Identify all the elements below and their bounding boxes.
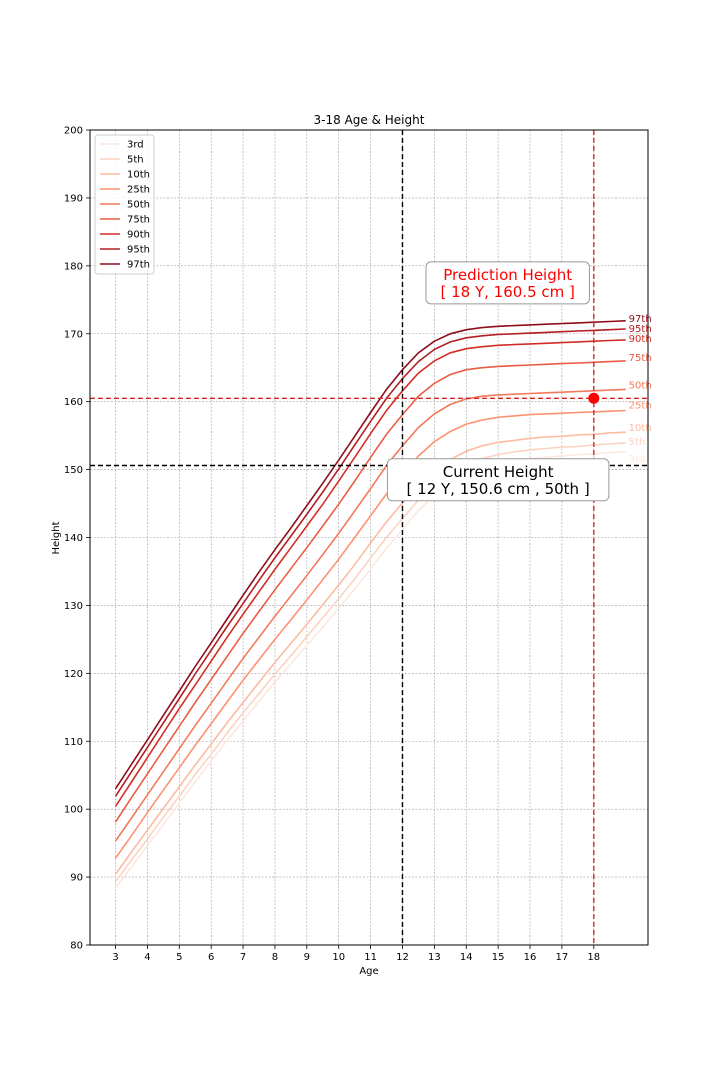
x-tick-label: 6 [208,952,214,963]
prediction-height-annotation-box [425,261,590,305]
annotations: Current Height[ 12 Y, 150.6 cm , 50th ] P… [386,261,610,502]
x-tick-label: 3 [112,952,118,963]
x-tick-label: 13 [428,952,441,963]
x-tick-label: 18 [587,952,600,963]
legend-label-5th: 5th [127,155,144,166]
legend-label-95th: 95th [127,245,150,256]
y-tick-label: 140 [64,533,83,544]
prediction-marker [588,392,600,404]
y-tick-label: 80 [70,941,83,952]
ticks: 3 4 5 6 7 8 9 10 11 12 13 14 15 16 17 18 80 90 100 110 120 13… [64,126,600,964]
series-line-25th [114,409,626,859]
y-tick-label: 100 [64,805,83,816]
legend-box [94,134,155,275]
end-label-97th: 97th [629,314,652,325]
series-line-97th [114,320,626,790]
legend: 3rd 5th 10th 25th 50th 75th 90th 95th 97th [94,134,155,275]
y-tick-label: 160 [64,397,83,408]
end-label-75th: 75th [629,353,652,364]
y-tick-label: 190 [64,193,83,204]
current-height-annotation-line: [ 12 Y, 150.6 cm , 50th ] [407,480,590,498]
end-label-50th: 50th [629,380,652,391]
series-line-95th [114,328,626,797]
current-height-annotation-box [386,458,610,502]
chart-title: 3-18 Age & Height [314,113,425,127]
x-tick-label: 11 [364,952,377,963]
legend-label-90th: 90th [127,230,150,241]
y-tick-label: 170 [64,329,83,340]
x-tick-label: 5 [176,952,182,963]
series-line-10th [114,431,626,875]
end-label-25th: 25th [629,400,652,411]
x-tick-label: 12 [396,952,409,963]
end-label-3rd: 3rd [629,454,646,465]
x-tick-label: 4 [144,952,150,963]
series-line-90th [114,339,626,807]
end-label-90th: 90th [629,334,652,345]
y-tick-label: 130 [64,601,83,612]
series-group [114,320,626,889]
end-label-5th: 5th [629,437,646,448]
y-tick-label: 200 [64,126,83,137]
legend-label-10th: 10th [127,170,150,181]
x-axis-label: Age [359,966,378,977]
legend-label-50th: 50th [127,200,150,211]
series-line-50th [114,388,626,842]
y-axis-label: Height [51,521,62,554]
x-tick-label: 17 [556,952,569,963]
y-tick-label: 90 [70,873,83,884]
prediction-height-annotation-line: Prediction Height [443,266,572,284]
y-tick-label: 110 [64,737,83,748]
series-line-75th [114,360,626,823]
x-tick-label: 16 [524,952,537,963]
x-tick-label: 10 [332,952,345,963]
current-height-annotation-line: Current Height [443,463,554,481]
x-tick-label: 9 [304,952,310,963]
legend-label-97th: 97th [127,260,150,271]
prediction-height-annotation-line: [ 18 Y, 160.5 cm ] [441,283,575,301]
x-tick-label: 8 [272,952,278,963]
legend-label-75th: 75th [127,215,150,226]
y-tick-label: 180 [64,261,83,272]
x-tick-label: 14 [460,952,473,963]
x-tick-label: 15 [492,952,505,963]
end-label-95th: 95th [629,324,652,335]
series-line-5th [114,442,626,883]
legend-label-3rd: 3rd [127,140,144,151]
y-tick-label: 120 [64,669,83,680]
x-tick-label: 7 [240,952,246,963]
legend-label-25th: 25th [127,185,150,196]
series-line-3rd [114,451,626,889]
y-tick-label: 150 [64,465,83,476]
end-label-10th: 10th [629,423,652,434]
